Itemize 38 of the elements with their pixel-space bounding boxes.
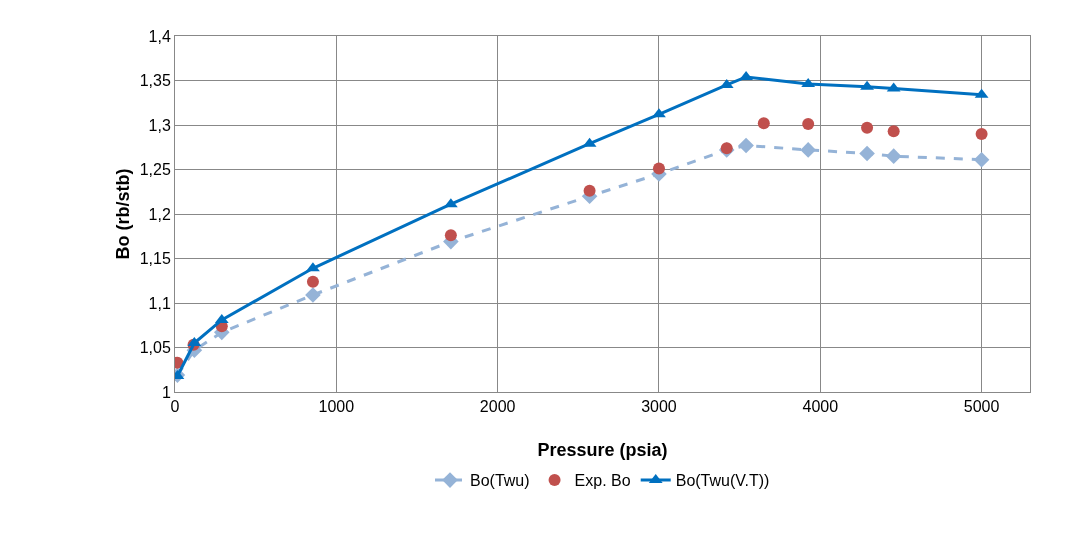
point bbox=[306, 275, 319, 288]
point bbox=[306, 262, 320, 272]
x-tick-label: 4000 bbox=[802, 398, 839, 416]
point bbox=[652, 108, 666, 118]
x-tick-label: 2000 bbox=[479, 398, 516, 416]
point bbox=[305, 287, 321, 303]
x-axis-title: Pressure (psia) bbox=[537, 440, 668, 460]
point bbox=[583, 184, 596, 197]
point bbox=[802, 118, 815, 131]
y-tick-label: 1,3 bbox=[148, 116, 171, 134]
point bbox=[738, 137, 754, 154]
point bbox=[975, 127, 988, 140]
point bbox=[860, 80, 874, 90]
point bbox=[652, 162, 665, 175]
point bbox=[973, 151, 990, 168]
y-tick-label: 1,15 bbox=[139, 250, 171, 268]
point bbox=[859, 145, 875, 162]
point bbox=[757, 117, 770, 130]
y-tick-label: 1,1 bbox=[148, 294, 171, 312]
legend-label: Exp. Bo bbox=[574, 472, 631, 490]
y-tick-label: 1,4 bbox=[148, 27, 171, 45]
legend-label: Bo(Twu(V.T)) bbox=[675, 472, 770, 490]
point bbox=[861, 121, 874, 134]
y-tick-label: 1,2 bbox=[148, 205, 171, 223]
x-tick-label: 5000 bbox=[963, 398, 1000, 416]
point bbox=[444, 229, 457, 242]
x-tick-label: 1000 bbox=[318, 398, 355, 416]
legend-label: Bo(Twu) bbox=[470, 472, 530, 490]
y-tick-label: 1 bbox=[161, 383, 171, 401]
y-axis-title: Bo (rb/stb) bbox=[113, 168, 133, 260]
point bbox=[800, 142, 816, 158]
point bbox=[885, 148, 902, 164]
y-tick-label: 1,25 bbox=[139, 161, 171, 179]
x-tick-label: 0 bbox=[170, 398, 180, 416]
point bbox=[887, 125, 900, 138]
y-tick-label: 1,05 bbox=[139, 339, 171, 357]
y-tick-label: 1,35 bbox=[139, 72, 171, 90]
x-tick-label: 3000 bbox=[641, 398, 677, 416]
